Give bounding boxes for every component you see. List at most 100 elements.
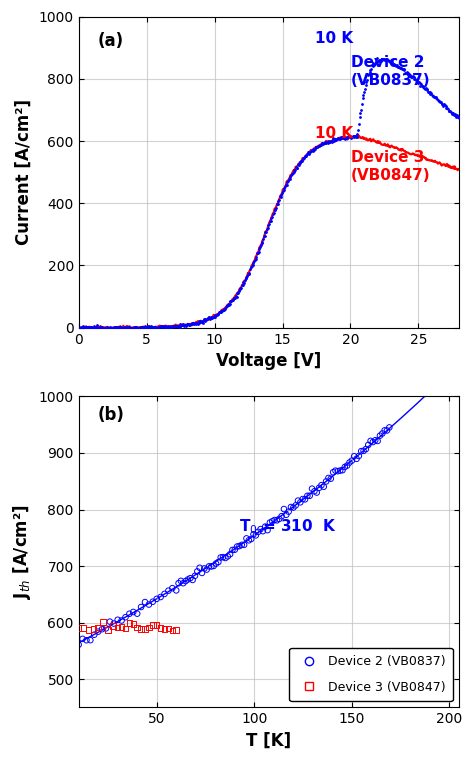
Text: (a): (a) — [98, 32, 124, 50]
Point — [106, 616, 114, 628]
Point — [329, 466, 337, 479]
X-axis label: Voltage [V]: Voltage [V] — [216, 352, 321, 370]
Point — [157, 622, 164, 634]
Y-axis label: Current [A/cm²]: Current [A/cm²] — [15, 99, 33, 245]
Point — [191, 570, 199, 582]
Point — [262, 521, 269, 533]
Point — [79, 632, 86, 645]
Point — [94, 621, 102, 633]
Point — [376, 429, 384, 441]
Point — [327, 473, 335, 485]
Point — [240, 539, 248, 551]
Point — [290, 501, 297, 514]
Point — [208, 560, 215, 572]
Point — [313, 486, 320, 498]
Point — [355, 450, 363, 462]
Point — [145, 598, 153, 610]
Point — [273, 514, 281, 527]
Point — [109, 619, 117, 632]
Point — [285, 505, 292, 517]
Point — [350, 451, 358, 463]
Point — [297, 496, 304, 508]
Point — [82, 634, 90, 646]
Point — [266, 517, 273, 529]
Point — [161, 587, 168, 600]
Point — [137, 623, 145, 635]
Point — [118, 621, 126, 633]
Point — [369, 436, 377, 448]
X-axis label: T [K]: T [K] — [246, 732, 292, 750]
Point — [141, 623, 149, 635]
Point — [233, 540, 241, 552]
Point — [122, 622, 129, 635]
Point — [310, 486, 318, 498]
Text: Device 2
(VB0837): Device 2 (VB0837) — [351, 56, 430, 88]
Point — [87, 634, 94, 646]
Point — [222, 552, 229, 564]
Point — [367, 435, 374, 447]
Point — [94, 626, 102, 638]
Point — [292, 499, 300, 511]
Point — [360, 444, 367, 457]
Point — [325, 472, 332, 484]
Point — [322, 476, 330, 488]
Point — [164, 622, 172, 635]
Text: T$_0$ = 310  K: T$_0$ = 310 K — [239, 517, 337, 536]
Point — [180, 577, 187, 589]
Point — [301, 493, 309, 505]
Point — [243, 532, 250, 544]
Point — [278, 510, 285, 522]
Point — [99, 616, 107, 628]
Point — [149, 619, 156, 631]
Point — [104, 624, 112, 636]
Point — [203, 563, 210, 575]
Point — [346, 457, 353, 469]
Point — [264, 524, 271, 537]
Point — [102, 622, 110, 635]
Text: Device 3
(VB0847): Device 3 (VB0847) — [351, 151, 430, 183]
Point — [320, 481, 328, 493]
Point — [362, 443, 370, 455]
Point — [280, 503, 288, 515]
Point — [299, 493, 307, 505]
Point — [308, 482, 316, 495]
Point — [129, 618, 137, 630]
Text: 10 K: 10 K — [315, 126, 353, 141]
Point — [238, 539, 246, 551]
Point — [257, 523, 264, 535]
Point — [196, 562, 203, 574]
Point — [228, 544, 236, 556]
Point — [219, 551, 227, 563]
Point — [210, 560, 218, 572]
Point — [383, 425, 391, 437]
Point — [173, 584, 180, 597]
Point — [189, 574, 196, 586]
Point — [315, 482, 323, 494]
Point — [114, 613, 121, 626]
Point — [122, 611, 129, 623]
Point — [236, 540, 243, 552]
Point — [212, 557, 220, 569]
Point — [231, 543, 238, 556]
Point — [110, 617, 118, 629]
Point — [283, 508, 290, 521]
Point — [294, 495, 302, 507]
Point — [353, 453, 360, 465]
Point — [164, 584, 172, 597]
Point — [193, 565, 201, 578]
Point — [245, 534, 253, 546]
Point — [133, 622, 141, 634]
Point — [129, 606, 137, 618]
Point — [169, 625, 176, 637]
Point — [137, 601, 145, 613]
Point — [381, 425, 388, 437]
Point — [201, 562, 208, 575]
Point — [259, 525, 267, 537]
Point — [374, 435, 382, 447]
Point — [114, 621, 121, 633]
Point — [215, 556, 222, 568]
Point — [343, 460, 351, 472]
Point — [153, 619, 161, 632]
Point — [224, 550, 231, 562]
Point — [186, 572, 194, 584]
